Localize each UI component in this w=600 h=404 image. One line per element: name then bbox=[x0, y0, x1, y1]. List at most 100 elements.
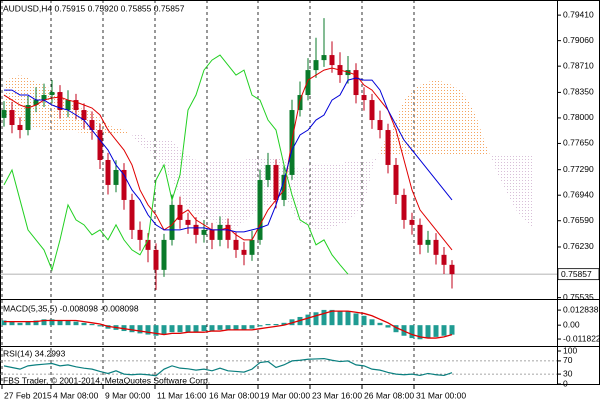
histogram-bar bbox=[217, 325, 223, 330]
histogram-bar bbox=[17, 322, 23, 326]
x-tick-label: 31 Mar 00:00 bbox=[416, 390, 466, 400]
histogram-bar bbox=[129, 325, 135, 333]
histogram-bar bbox=[145, 325, 151, 335]
histogram-bar bbox=[409, 325, 415, 339]
y-tick-label: 0.79060 bbox=[563, 35, 594, 45]
histogram-bar bbox=[369, 319, 375, 326]
indicator-line bbox=[4, 77, 453, 233]
cloud bbox=[476, 115, 484, 155]
cloud bbox=[36, 82, 44, 131]
footer: FBS Trader, © 2001-2014, MetaQuotes Soft… bbox=[3, 375, 210, 385]
cloud bbox=[188, 154, 196, 215]
histogram-bar bbox=[377, 322, 383, 326]
candle-body bbox=[1, 110, 7, 118]
candle-body bbox=[49, 92, 55, 96]
candle-body bbox=[265, 164, 271, 180]
cloud bbox=[124, 130, 132, 135]
histogram-bar bbox=[233, 325, 239, 330]
histogram-bar bbox=[321, 309, 327, 326]
cloud bbox=[132, 133, 140, 145]
histogram-bar bbox=[57, 320, 63, 326]
candle-body bbox=[377, 120, 383, 131]
histogram-bar bbox=[361, 315, 367, 326]
cloud bbox=[364, 159, 372, 205]
histogram-bar bbox=[209, 325, 215, 332]
histogram-bar bbox=[201, 325, 207, 332]
candle-body bbox=[9, 110, 15, 125]
x-tick-label: 19 Mar 00:00 bbox=[260, 390, 310, 400]
histogram-bar bbox=[345, 311, 351, 326]
cloud bbox=[420, 82, 428, 155]
x-tick-label: 16 Mar 08:00 bbox=[209, 390, 259, 400]
y-tick-label: 0.78000 bbox=[563, 112, 594, 122]
candle-body bbox=[433, 239, 439, 255]
signal-line bbox=[4, 310, 453, 339]
cloud bbox=[516, 154, 524, 220]
candle-body bbox=[137, 229, 143, 240]
cloud bbox=[292, 164, 300, 225]
histogram-bar bbox=[337, 311, 343, 326]
cloud bbox=[156, 140, 164, 170]
candle-body bbox=[241, 249, 247, 255]
panel-title: AUDUSD,H4 0.75915 0.75920 0.75855 0.7585… bbox=[3, 3, 185, 13]
candle-body bbox=[369, 100, 375, 121]
candle-body bbox=[313, 60, 319, 71]
cloud bbox=[444, 82, 452, 155]
cloud bbox=[332, 164, 340, 228]
panel-title: RSI(14) 34.2993 bbox=[3, 348, 66, 358]
candle-body bbox=[401, 194, 407, 220]
candle-body bbox=[257, 179, 263, 240]
candle-body bbox=[417, 224, 423, 245]
indicator-line bbox=[3, 54, 349, 275]
cloud bbox=[404, 90, 412, 155]
cloud bbox=[148, 140, 156, 160]
cloud bbox=[220, 159, 228, 230]
cloud bbox=[396, 100, 404, 155]
cloud bbox=[212, 159, 220, 225]
x-tick-label: 27 Feb 2015 bbox=[4, 390, 52, 400]
histogram-bar bbox=[185, 325, 191, 333]
candle-body bbox=[177, 204, 183, 220]
panel-title: MACD(5,35,5) -0.008098 -0.008098 bbox=[3, 303, 139, 313]
cloud bbox=[228, 159, 236, 230]
candle-body bbox=[121, 169, 127, 200]
histogram-bar bbox=[193, 325, 199, 333]
x-tick-label: 26 Mar 08:00 bbox=[364, 390, 414, 400]
candle-body bbox=[329, 55, 335, 66]
candle-body bbox=[17, 124, 23, 131]
candle-body bbox=[233, 239, 239, 250]
cloud bbox=[484, 140, 492, 160]
histogram-bar bbox=[225, 325, 231, 330]
cloud bbox=[492, 154, 500, 180]
histogram-bar bbox=[33, 320, 39, 326]
y-tick-label: 0.79410 bbox=[563, 9, 594, 19]
cloud bbox=[436, 80, 444, 155]
y-tick-label: 70 bbox=[563, 355, 573, 365]
cloud bbox=[164, 140, 172, 180]
cloud bbox=[196, 159, 204, 218]
x-tick-label: 9 Mar 00:00 bbox=[105, 390, 151, 400]
cloud bbox=[524, 154, 532, 228]
cloud bbox=[468, 100, 476, 155]
x-tick-label: 4 Mar 08:00 bbox=[53, 390, 99, 400]
cloud bbox=[508, 154, 516, 210]
cloud bbox=[452, 85, 460, 155]
y-tick-label: 0.75535 bbox=[563, 292, 594, 302]
rsi-line bbox=[3, 357, 453, 377]
y-tick-label: 100 bbox=[563, 345, 577, 355]
histogram-bar bbox=[265, 323, 271, 326]
candle-body bbox=[113, 169, 119, 185]
histogram-bar bbox=[49, 319, 55, 326]
candle-body bbox=[41, 95, 47, 101]
candle-body bbox=[353, 70, 359, 96]
histogram-bar bbox=[449, 325, 455, 335]
y-tick-label: 0.76940 bbox=[563, 189, 594, 199]
histogram-bar bbox=[153, 325, 159, 336]
histogram-bar bbox=[97, 325, 103, 327]
current-price-box bbox=[557, 268, 600, 281]
histogram-bar bbox=[273, 323, 279, 326]
histogram-bar bbox=[169, 325, 175, 333]
cloud bbox=[100, 117, 108, 134]
candle-body bbox=[193, 224, 199, 235]
